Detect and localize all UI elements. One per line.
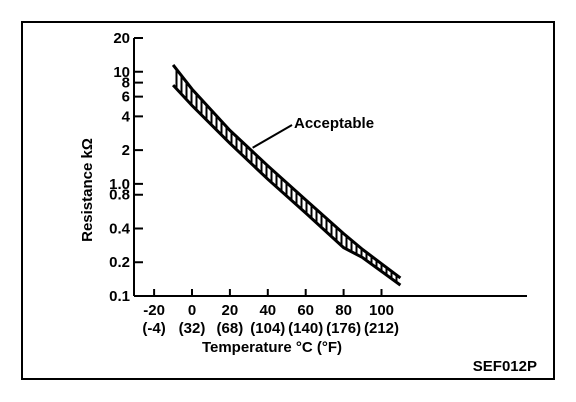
- x-tick-label-celsius: 60: [297, 302, 314, 319]
- band-upper-limit: [171, 63, 402, 280]
- x-tick-label-fahrenheit: (68): [217, 320, 244, 337]
- y-tick-label: 8: [122, 75, 130, 92]
- y-tick-label: 0.1: [109, 288, 130, 305]
- figure-code: SEF012P: [473, 358, 537, 375]
- x-tick-label-celsius: 0: [188, 302, 196, 319]
- annotation-leader: [252, 124, 293, 149]
- x-tick-label-celsius: 20: [222, 302, 239, 319]
- x-tick-label-fahrenheit: (140): [288, 320, 323, 337]
- annotation-acceptable: Acceptable: [294, 115, 374, 132]
- x-tick-label-celsius: 40: [259, 302, 276, 319]
- y-tick-label: 0.8: [109, 187, 130, 204]
- y-tick-label: 20: [113, 30, 130, 47]
- y-tick-label: 10: [113, 64, 130, 81]
- x-ticks: -20(-4) 0(32) 20(68) 40(104) 60(140) 80(176) 1…: [142, 289, 399, 337]
- y-axis-label: Resistance kΩ: [79, 138, 96, 242]
- x-tick-label-celsius: 80: [335, 302, 352, 319]
- figure-border: [21, 21, 555, 380]
- y-tick-label: 6: [122, 89, 130, 106]
- y-tick-label: 0.2: [109, 254, 130, 271]
- band-lower-limit: [171, 84, 402, 287]
- x-tick-label-fahrenheit: (32): [179, 320, 206, 337]
- x-tick-label-fahrenheit: (-4): [142, 320, 165, 337]
- x-tick-label-celsius: -20: [143, 302, 165, 319]
- y-tick-label: 0.4: [109, 220, 131, 237]
- y-tick-label: 2: [122, 142, 130, 159]
- y-tick-label: 1.0: [109, 176, 130, 193]
- y-tick-label: 4: [122, 108, 131, 125]
- x-axis-label: Temperature °C (°F): [202, 339, 342, 356]
- acceptable-band-fill: [173, 64, 401, 286]
- acceptable-band: [171, 63, 402, 287]
- x-tick-label-fahrenheit: (176): [326, 320, 361, 337]
- x-tick-label-fahrenheit: (104): [250, 320, 285, 337]
- x-tick-label-celsius: 100: [369, 302, 394, 319]
- x-tick-label-fahrenheit: (212): [364, 320, 399, 337]
